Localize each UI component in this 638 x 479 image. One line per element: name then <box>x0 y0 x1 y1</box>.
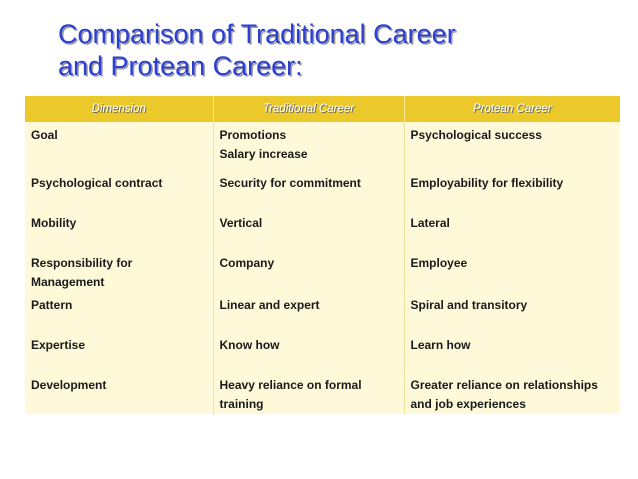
cell-text: Company <box>219 256 275 270</box>
cell-text: Employee <box>410 256 468 270</box>
cell-text: Heavy reliance on formal <box>219 378 362 392</box>
cell-traditional: Vertical <box>213 210 405 250</box>
cell-text: Development <box>31 378 107 392</box>
cell-dimension: Psychological contract <box>25 170 214 210</box>
table-row-pattern: Pattern Linear and expert Spiral and tra… <box>25 292 620 332</box>
table-row-goal: Goal Promotions Salary increase Psycholo… <box>25 122 620 170</box>
slide-title-line-1: Comparison of Traditional Career <box>58 19 456 49</box>
cell-dimension: Development <box>25 372 214 414</box>
cell-text: Psychological success <box>410 128 542 142</box>
cell-text: Learn how <box>410 338 471 352</box>
cell-text: and job experiences <box>410 397 526 411</box>
header-dimension: Dimension <box>25 96 214 122</box>
cell-text: Goal <box>31 128 58 142</box>
slide-title-line-2: and Protean Career: <box>58 51 303 81</box>
cell-traditional: Promotions Salary increase <box>213 122 405 170</box>
cell-dimension: Pattern <box>25 292 214 332</box>
cell-text: Lateral <box>410 216 450 230</box>
cell-text: Employability for flexibility <box>410 176 564 190</box>
cell-traditional: Know how <box>213 332 405 372</box>
table-row-development: Development Heavy reliance on formal tra… <box>25 372 620 414</box>
cell-text: Promotions <box>219 128 287 142</box>
table-row-mobility: Mobility Vertical Lateral <box>25 210 620 250</box>
cell-text: Salary increase <box>219 147 308 161</box>
comparison-table-container: Dimension Traditional Career Protean Car… <box>25 96 620 414</box>
cell-text: Vertical <box>219 216 263 230</box>
cell-dimension: Responsibility for Management <box>25 250 214 292</box>
cell-text: Management <box>31 275 105 289</box>
header-traditional-career: Traditional Career <box>213 96 405 122</box>
cell-text: Know how <box>219 338 280 352</box>
comparison-table: Dimension Traditional Career Protean Car… <box>25 96 620 414</box>
cell-text: Psychological contract <box>31 176 163 190</box>
cell-dimension: Goal <box>25 122 214 170</box>
table-header-row: Dimension Traditional Career Protean Car… <box>25 96 620 122</box>
cell-protean: Employability for flexibility <box>404 170 620 210</box>
cell-text: Mobility <box>31 216 77 230</box>
cell-text: Responsibility for <box>31 256 133 270</box>
cell-dimension: Mobility <box>25 210 214 250</box>
cell-text: Spiral and transitory <box>410 298 528 312</box>
cell-traditional: Heavy reliance on formal training <box>213 372 405 414</box>
cell-text: Security for commitment <box>219 176 361 190</box>
cell-traditional: Company <box>213 250 405 292</box>
header-protean-career: Protean Career <box>404 96 620 122</box>
table-row-responsibility: Responsibility for Management Company Em… <box>25 250 620 292</box>
slide-title: Comparison of Traditional Career and Pro… <box>58 18 618 82</box>
cell-text: training <box>219 397 264 411</box>
cell-protean: Learn how <box>404 332 620 372</box>
table-row-psychological-contract: Psychological contract Security for comm… <box>25 170 620 210</box>
cell-text: Expertise <box>31 338 86 352</box>
table-row-expertise: Expertise Know how Learn how <box>25 332 620 372</box>
cell-text: Linear and expert <box>219 298 320 312</box>
cell-protean: Spiral and transitory <box>404 292 620 332</box>
cell-text: Greater reliance on relationships <box>410 378 598 392</box>
cell-protean: Greater reliance on relationships and jo… <box>404 372 620 414</box>
cell-protean: Employee <box>404 250 620 292</box>
cell-traditional: Security for commitment <box>213 170 405 210</box>
cell-protean: Psychological success <box>404 122 620 170</box>
cell-dimension: Expertise <box>25 332 214 372</box>
cell-protean: Lateral <box>404 210 620 250</box>
cell-traditional: Linear and expert <box>213 292 405 332</box>
cell-text: Pattern <box>31 298 73 312</box>
